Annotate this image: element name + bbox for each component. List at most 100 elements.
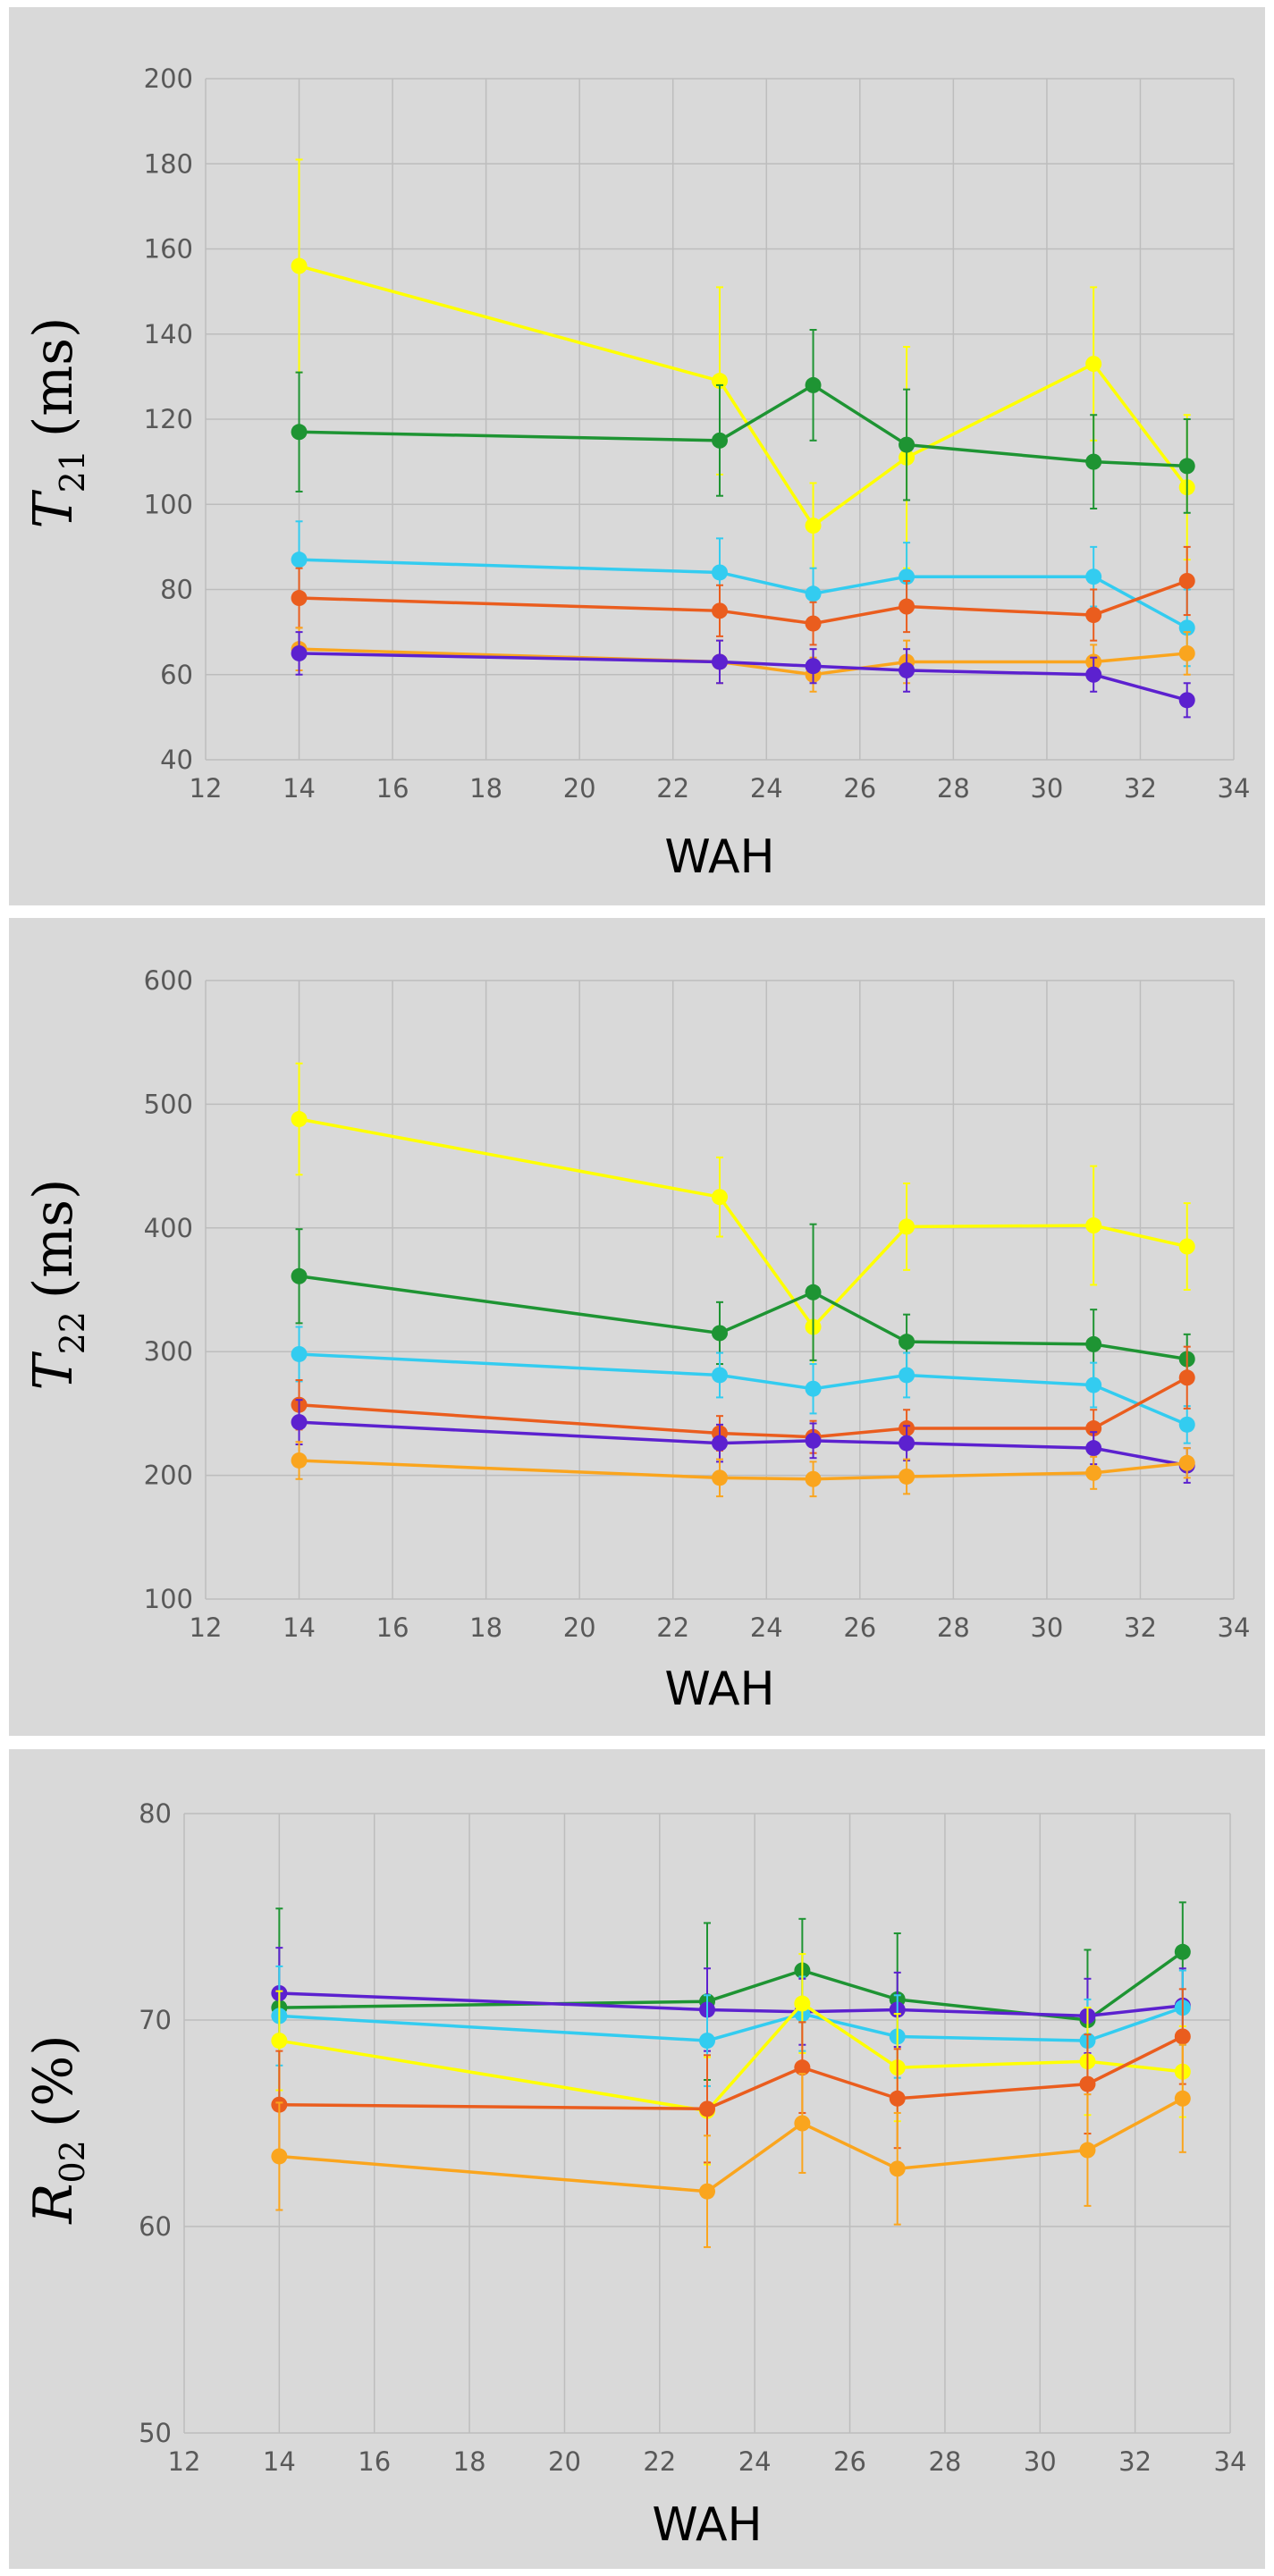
series-purple <box>271 1947 1191 2054</box>
chart-t22: 12 14 16 18 20 22 24 26 28 30 32 34 100 200 300 400 500 6… <box>22 965 1250 1716</box>
data-point <box>1178 619 1195 636</box>
x-tick-label: 34 <box>1218 773 1251 804</box>
y-axis-title: R02 (%) <box>22 2034 92 2224</box>
series-line <box>279 2097 1184 2193</box>
y-tick-label: 400 <box>144 1213 193 1243</box>
data-point <box>1178 692 1195 709</box>
series-orange <box>291 1441 1195 1498</box>
data-point <box>1178 1454 1195 1471</box>
x-tick-label: 22 <box>656 773 689 804</box>
y-tick-label: 100 <box>144 489 193 519</box>
data-point <box>1085 1335 1102 1352</box>
data-point <box>889 2090 906 2107</box>
y-axis-unit: (ms) <box>22 1179 85 1300</box>
x-tick-label: 24 <box>750 1612 783 1643</box>
x-tick-label: 14 <box>283 1612 316 1643</box>
data-point <box>1178 1416 1195 1433</box>
series-light-blue <box>291 520 1195 668</box>
data-point <box>805 1470 822 1487</box>
y-axis-unit: (ms) <box>22 317 85 438</box>
x-tick-label: 14 <box>283 773 316 804</box>
series-line <box>299 1376 1188 1439</box>
data-point <box>1079 2075 1096 2092</box>
data-point <box>805 585 822 602</box>
y-tick-label: 200 <box>144 1461 193 1491</box>
x-tick-label: 12 <box>190 773 223 804</box>
data-point <box>899 661 915 678</box>
chart-panel-t21: 12 14 16 18 20 22 24 26 28 30 32 34 40 60 80 100 120 140 1… <box>9 7 1265 905</box>
data-point <box>899 1435 915 1452</box>
y-axis-subscript: 22 <box>53 1311 92 1354</box>
y-tick-label: 80 <box>139 1798 172 1829</box>
y-tick-label: 70 <box>139 2005 172 2035</box>
data-point <box>1178 572 1195 589</box>
y-tick-label: 500 <box>144 1089 193 1119</box>
data-point <box>805 1284 822 1301</box>
y-axis-subscript: 02 <box>53 2140 92 2183</box>
y-tick-label: 60 <box>160 660 193 690</box>
data-point <box>712 373 728 390</box>
x-tick-label: 32 <box>1124 773 1157 804</box>
data-point <box>712 1435 728 1452</box>
series-line <box>299 1352 1188 1427</box>
data-point <box>805 518 822 535</box>
data-point <box>794 2059 811 2076</box>
chart-r02: 12 14 16 18 20 22 24 26 28 30 32 34 50 60 70 80 WAH R02 (%… <box>22 1798 1246 2552</box>
y-tick-label: 600 <box>144 965 193 996</box>
data-point <box>1085 356 1102 373</box>
x-tick-label: 26 <box>843 773 876 804</box>
data-point <box>899 1468 915 1485</box>
data-point <box>1174 1943 1191 1960</box>
series-green <box>271 1901 1191 2109</box>
data-point <box>271 2033 288 2050</box>
x-tick-label: 16 <box>376 773 409 804</box>
data-point <box>1085 568 1102 585</box>
data-point <box>291 1414 308 1431</box>
data-point <box>805 1432 822 1449</box>
data-point <box>899 436 915 453</box>
y-tick-label: 120 <box>144 404 193 434</box>
data-point <box>699 2183 715 2200</box>
data-point <box>1178 458 1195 475</box>
data-point <box>899 568 915 585</box>
data-point <box>794 2115 811 2132</box>
x-axis-title: WAH <box>652 2498 762 2552</box>
data-point <box>712 1469 728 1486</box>
x-tick-label: 20 <box>563 773 596 804</box>
series-line <box>279 2006 1184 2042</box>
series-yellow <box>291 1062 1195 1366</box>
x-tick-label: 22 <box>643 2446 676 2477</box>
series-line <box>279 1950 1184 2022</box>
chart-panel-r02: 12 14 16 18 20 22 24 26 28 30 32 34 50 60 70 80 WAH R02 (%… <box>9 1749 1265 2569</box>
series-line <box>299 1117 1188 1330</box>
series-yellow <box>271 1953 1191 2166</box>
data-point <box>899 1334 915 1351</box>
y-tick-label: 140 <box>144 319 193 349</box>
data-point <box>712 1367 728 1384</box>
data-point <box>271 2148 288 2165</box>
series-red-orange <box>291 1345 1195 1454</box>
series-green <box>291 328 1195 514</box>
x-tick-label: 28 <box>937 1612 970 1643</box>
data-point <box>712 1189 728 1206</box>
y-axis-title: T21 (ms) <box>22 317 92 529</box>
data-point <box>899 1367 915 1384</box>
series-light-blue <box>271 1965 1191 2087</box>
x-tick-label: 28 <box>928 2446 961 2477</box>
data-point <box>1085 1217 1102 1234</box>
x-tick-label: 20 <box>563 1612 596 1643</box>
series-line <box>299 1420 1188 1468</box>
data-point <box>805 1380 822 1397</box>
data-point <box>1174 2028 1191 2045</box>
data-point <box>889 2160 906 2177</box>
y-axis-unit: (%) <box>22 2034 85 2127</box>
data-point <box>1085 1420 1102 1437</box>
x-tick-label: 16 <box>376 1612 409 1643</box>
data-point <box>805 658 822 675</box>
data-point <box>291 1345 308 1362</box>
data-point <box>1085 1464 1102 1481</box>
series-line <box>279 2034 1184 2111</box>
x-tick-label: 26 <box>843 1612 876 1643</box>
data-point <box>291 424 308 441</box>
data-point <box>712 564 728 581</box>
